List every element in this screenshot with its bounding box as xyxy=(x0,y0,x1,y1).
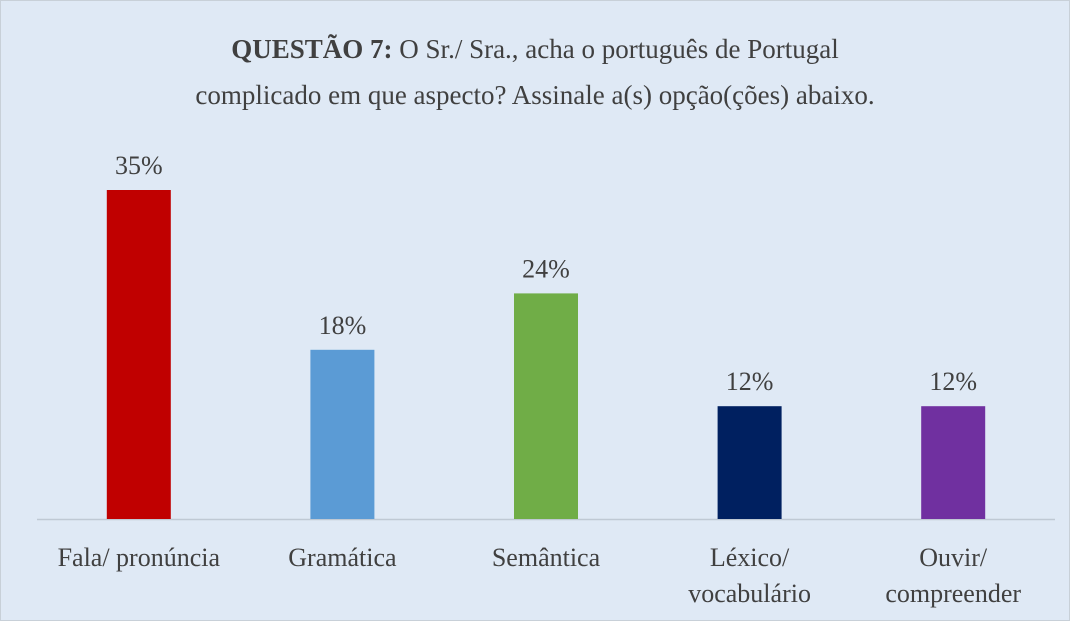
x-tick-label: vocabulário xyxy=(688,579,811,608)
x-tick-label: compreender xyxy=(885,579,1021,608)
bar xyxy=(514,293,578,519)
value-label: 35% xyxy=(115,151,163,180)
title-label: QUESTÃO 7: xyxy=(231,34,392,64)
x-tick-label: Ouvir/ xyxy=(919,543,988,572)
value-label: 24% xyxy=(522,254,570,283)
chart-title: QUESTÃO 7: O Sr./ Sra., acha o português… xyxy=(231,34,838,64)
bar xyxy=(717,406,782,519)
bar xyxy=(310,349,375,519)
value-label: 18% xyxy=(319,311,367,340)
x-tick-label: Fala/ pronúncia xyxy=(58,543,221,572)
x-tick-label: Léxico/ xyxy=(710,543,790,572)
bar xyxy=(106,190,171,519)
title-line: O Sr./ Sra., acha o português de Portuga… xyxy=(399,34,838,64)
x-tick-label: Semântica xyxy=(492,543,601,572)
value-label: 12% xyxy=(726,367,774,396)
value-label: 12% xyxy=(929,367,977,396)
title-line: complicado em que aspecto? Assinale a(s)… xyxy=(195,80,874,110)
x-tick-label: Gramática xyxy=(288,543,397,572)
bar xyxy=(921,406,986,519)
